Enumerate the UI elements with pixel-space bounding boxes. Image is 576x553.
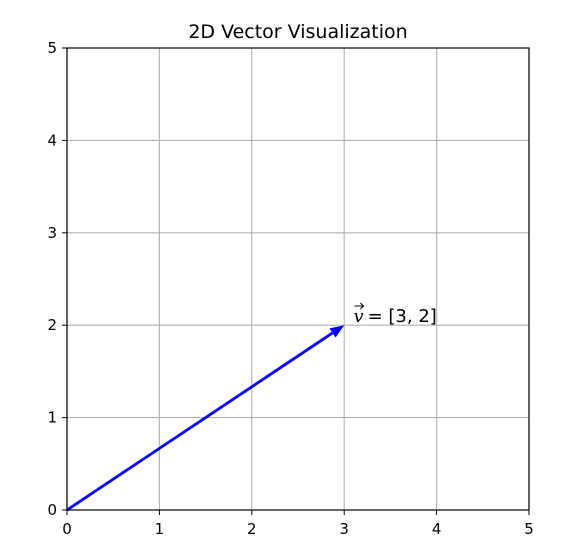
y-tick-label: 3 (47, 224, 57, 242)
y-tick-label: 4 (47, 131, 57, 149)
vector-arrow-accent-icon (354, 302, 365, 310)
vector-arrowhead (329, 325, 345, 338)
vector-label: v = [3, 2] (353, 306, 436, 327)
chart-title: 2D Vector Visualization (188, 21, 407, 43)
vector-arrow: v = [3, 2] (66, 302, 437, 512)
y-tick-label: 5 (47, 39, 57, 57)
axis-ticks: 0 1 2 3 4 5 0 1 2 3 4 5 (47, 39, 533, 538)
y-tick-label: 0 (47, 501, 57, 519)
vector-label-value: = [3, 2] (368, 306, 437, 327)
x-tick-label: 0 (62, 520, 72, 538)
grid (66, 47, 530, 511)
x-tick-label: 3 (339, 520, 349, 538)
x-tick-label: 1 (155, 520, 165, 538)
vector-shaft (66, 331, 334, 512)
x-tick-label: 2 (247, 520, 257, 538)
vector-label-symbol: v (353, 306, 363, 327)
y-tick-label: 1 (47, 409, 57, 427)
x-tick-label: 4 (432, 520, 442, 538)
x-tick-label: 5 (524, 520, 534, 538)
y-tick-label: 2 (47, 316, 57, 334)
axes-frame (66, 47, 530, 511)
vectors: v = [3, 2] (66, 302, 437, 512)
